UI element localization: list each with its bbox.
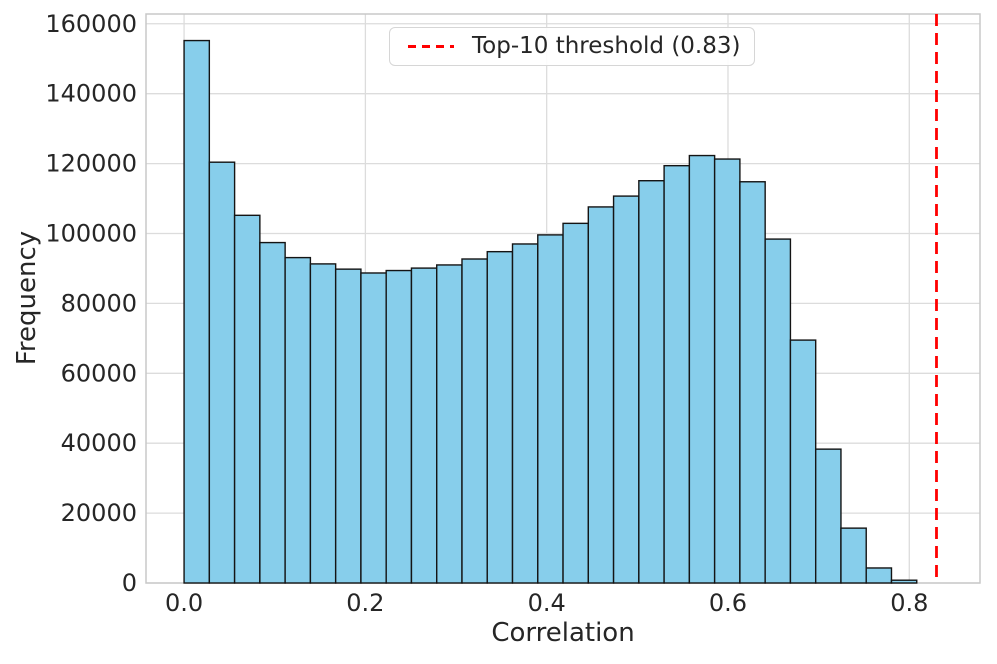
histogram-bar [612, 195, 640, 584]
histogram-bar [233, 214, 261, 584]
y-tick-label: 60000 [61, 359, 137, 387]
histogram-bar [183, 39, 211, 584]
histogram-bar [309, 263, 337, 584]
histogram-bar [713, 158, 741, 584]
y-tick-label: 100000 [45, 219, 137, 247]
histogram-bar [436, 264, 463, 584]
histogram-bar [638, 180, 665, 584]
y-tick-label: 20000 [61, 499, 137, 527]
x-tick-label: 0.6 [709, 589, 747, 617]
legend: Top-10 threshold (0.83) [389, 27, 755, 66]
histogram-bar [688, 154, 716, 584]
histogram-bar [486, 250, 514, 584]
histogram-bar [334, 268, 362, 584]
histogram-bar [587, 206, 615, 584]
histogram-bar [814, 448, 842, 584]
histogram-bar [562, 222, 590, 584]
histogram-bar [259, 241, 286, 584]
histogram-bar [410, 267, 438, 584]
histogram-bar [865, 567, 893, 584]
x-tick-label: 0.8 [890, 589, 928, 617]
histogram-bar [208, 161, 236, 584]
histogram-bar [739, 181, 766, 584]
histogram-bar [511, 243, 539, 584]
histogram-bar [461, 258, 488, 584]
histogram-bar [537, 234, 564, 584]
histogram-bar [840, 527, 867, 584]
histogram-bar [789, 339, 817, 584]
histogram-bar [284, 256, 312, 584]
histogram-bar [385, 269, 413, 584]
x-tick-label: 0.2 [346, 589, 384, 617]
y-tick-label: 0 [122, 569, 137, 597]
legend-dashed-line-icon [408, 45, 454, 48]
histogram-bar [890, 579, 918, 584]
histogram-bar [360, 272, 387, 584]
y-tick-label: 160000 [45, 10, 137, 38]
y-tick-label: 120000 [45, 150, 137, 178]
histogram-bar [663, 164, 691, 584]
y-axis-label: Frequency [12, 230, 42, 366]
legend-label: Top-10 threshold (0.83) [472, 33, 741, 59]
x-tick-label: 0.4 [528, 589, 566, 617]
y-tick-label: 80000 [61, 289, 137, 317]
y-tick-label: 40000 [61, 429, 137, 457]
y-tick-label: 140000 [45, 80, 137, 108]
x-tick-label: 0.0 [165, 589, 203, 617]
x-axis-label: Correlation [491, 618, 635, 648]
histogram-bar [764, 238, 792, 584]
